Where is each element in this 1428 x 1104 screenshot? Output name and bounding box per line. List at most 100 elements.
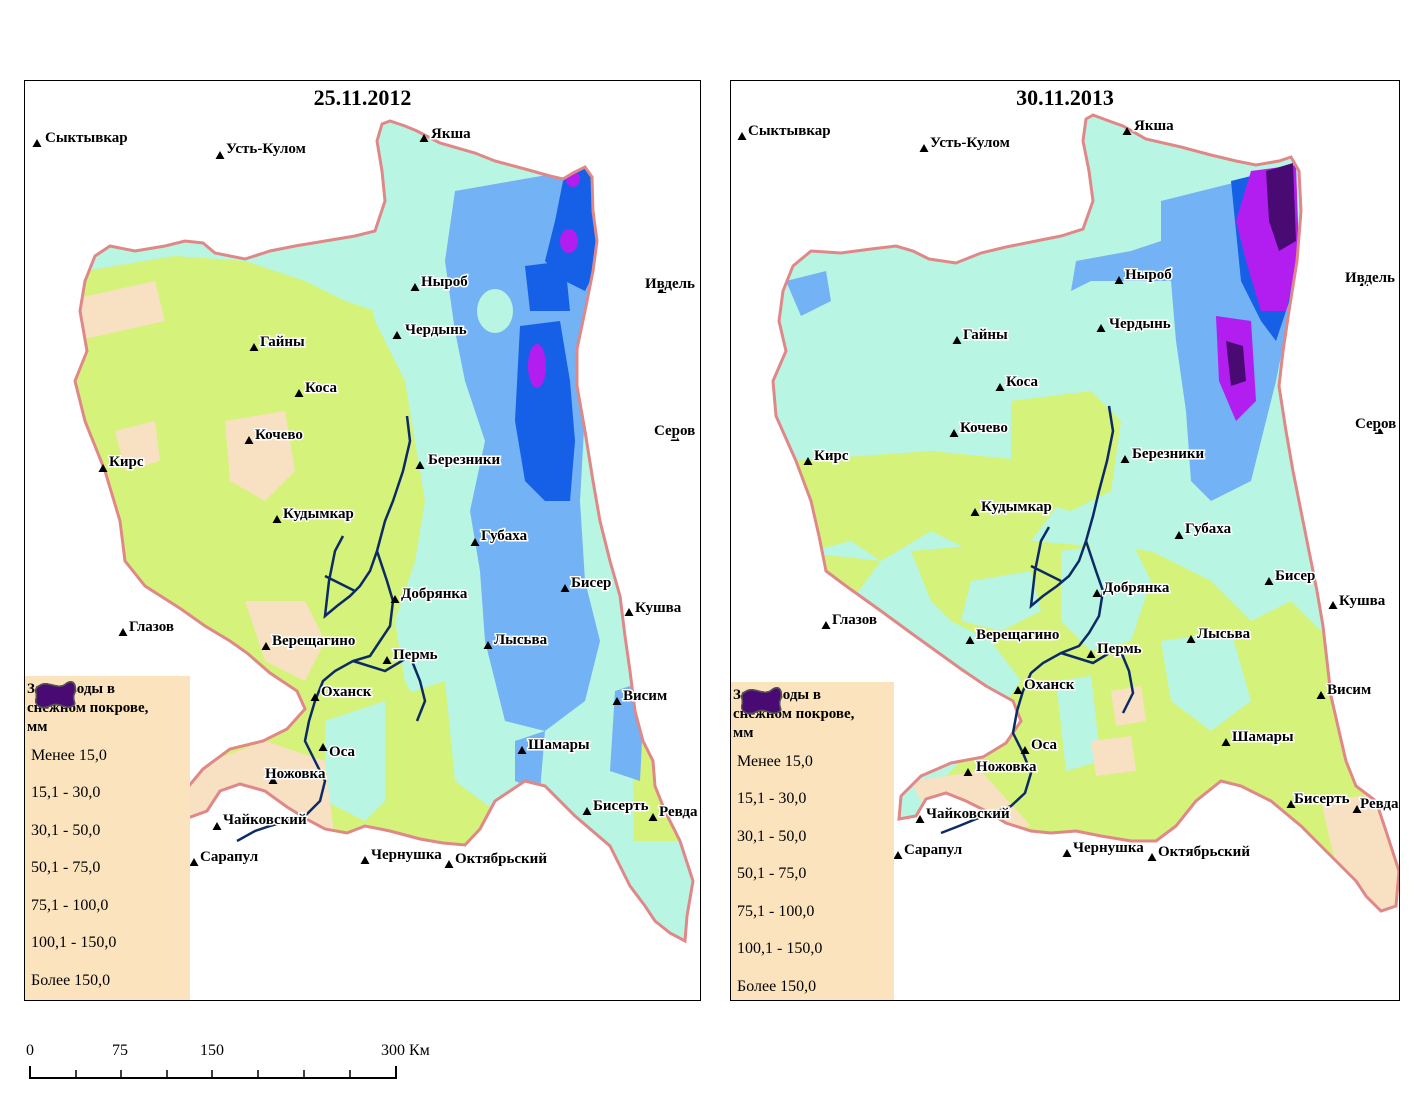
city-label: Октябрьский	[1158, 844, 1250, 860]
city-label: Висим	[623, 688, 667, 704]
legend-label: 50,1 - 75,0	[31, 859, 101, 877]
legend-label: Менее 15,0	[737, 752, 813, 770]
city-marker-icon	[821, 621, 831, 629]
city-label: Якша	[1134, 118, 1174, 134]
city-label: Кирс	[814, 448, 849, 464]
city-marker-icon	[737, 132, 747, 140]
legend-item: Более 150,0	[25, 681, 190, 1000]
city-marker-icon	[189, 858, 199, 866]
city-marker-icon	[32, 139, 42, 147]
city-marker-icon	[360, 856, 370, 864]
city-label: Оса	[329, 744, 356, 760]
city-marker-icon	[915, 815, 925, 823]
city-marker-icon	[272, 515, 282, 523]
city-marker-icon	[560, 584, 570, 592]
city-label: Чердынь	[1109, 316, 1171, 332]
city-marker-icon	[415, 461, 425, 469]
city-label: Кочево	[960, 420, 1008, 436]
city-label: Усть-Кулом	[226, 141, 306, 157]
city-marker-icon	[244, 436, 254, 444]
city-marker-icon	[118, 628, 128, 636]
city-marker-icon	[670, 433, 680, 441]
legend-item: Более 150,0	[731, 687, 894, 1000]
city-marker-icon	[1086, 650, 1096, 658]
city-label: Шамары	[1232, 729, 1294, 745]
legend-item: 75,1 - 100,0	[731, 687, 894, 931]
city-marker-icon	[952, 336, 962, 344]
city-label: Кудымкар	[981, 499, 1052, 515]
city-label: Березники	[428, 452, 501, 468]
city-label: Висим	[1327, 682, 1371, 698]
legend-label: 100,1 - 150,0	[737, 940, 823, 958]
legend-label: 30,1 - 50,0	[737, 827, 807, 845]
city-marker-icon	[1359, 278, 1369, 286]
legend-title-line: мм	[27, 719, 48, 735]
region-boundary	[771, 113, 1399, 913]
city-marker-icon	[648, 813, 658, 821]
legend-item: 30,1 - 50,0	[731, 687, 894, 856]
legend-title-line: мм	[733, 725, 754, 741]
city-marker-icon	[1120, 455, 1130, 463]
city-label: Чайковский	[926, 806, 1010, 822]
city-label: Серов	[1355, 416, 1396, 432]
map-title: 25.11.2012	[313, 85, 412, 110]
city-marker-icon	[268, 776, 278, 784]
city-label: Ивдель	[645, 276, 695, 292]
map-panel-2013: 30.11.2013	[730, 80, 1400, 1001]
map-title: 30.11.2013	[1016, 85, 1114, 110]
city-label: Кушва	[635, 600, 682, 616]
city-label: Ныроб	[1125, 267, 1172, 283]
city-marker-icon	[893, 851, 903, 859]
city-marker-icon	[294, 389, 304, 397]
legend-swatch-icon	[35, 681, 77, 709]
legend-item: 15,1 - 30,0	[731, 687, 894, 819]
legend: Запас воды в снежном покрове, мм Менее 1…	[25, 676, 190, 1000]
city-label: Чернушка	[371, 847, 442, 863]
city-marker-icon	[963, 768, 973, 776]
city-marker-icon	[98, 464, 108, 472]
city-label: Гайны	[963, 327, 1008, 343]
city-marker-icon	[249, 343, 259, 351]
city-label: Чердынь	[405, 322, 467, 338]
city-marker-icon	[410, 283, 420, 291]
city-marker-icon	[470, 538, 480, 546]
city-label: Лысьва	[494, 632, 548, 648]
legend-label: 50,1 - 75,0	[737, 865, 807, 883]
legend-label: Более 150,0	[31, 971, 111, 989]
city-label: Оса	[1031, 737, 1058, 753]
city-label: Ревда	[659, 804, 698, 820]
city-label: Бисерть	[1294, 791, 1350, 807]
city-marker-icon	[1374, 426, 1384, 434]
city-marker-icon	[215, 151, 225, 159]
legend-item: 100,1 - 150,0	[25, 681, 190, 963]
city-label: Коса	[305, 380, 337, 396]
city-marker-icon	[1174, 531, 1184, 539]
legend-label: 15,1 - 30,0	[31, 784, 101, 802]
rivers	[940, 405, 1135, 835]
city-marker-icon	[1186, 635, 1196, 643]
city-marker-icon	[517, 746, 527, 754]
city-label: Октябрьский	[455, 851, 547, 867]
city-label: Пермь	[393, 647, 438, 663]
city-label: Оханск	[321, 684, 372, 700]
city-marker-icon	[970, 508, 980, 516]
region-boundary	[73, 119, 695, 944]
city-marker-icon	[612, 697, 622, 705]
legend-rows: Менее 15,0 15,1 - 30,0 30,1 - 50,0 50,1 - 7…	[25, 681, 190, 1000]
city-marker-icon	[949, 429, 959, 437]
scale-bar-graphic	[29, 1066, 397, 1079]
legend-item: 50,1 - 75,0	[25, 681, 190, 888]
city-label: Ревда	[1360, 796, 1399, 812]
legend-label: Более 150,0	[737, 977, 817, 995]
city-marker-icon	[1221, 738, 1231, 746]
city-marker-icon	[1114, 276, 1124, 284]
city-label: Кирс	[109, 454, 144, 470]
city-marker-icon	[444, 860, 454, 868]
city-marker-icon	[1147, 853, 1157, 861]
city-label: Верещагино	[976, 627, 1059, 643]
scale-label-0: 0	[26, 1042, 34, 1059]
legend-item: Менее 15,0	[25, 681, 190, 775]
city-label: Чайковский	[223, 812, 307, 828]
city-marker-icon	[1013, 686, 1023, 694]
scale-label-150: 150	[200, 1042, 224, 1059]
